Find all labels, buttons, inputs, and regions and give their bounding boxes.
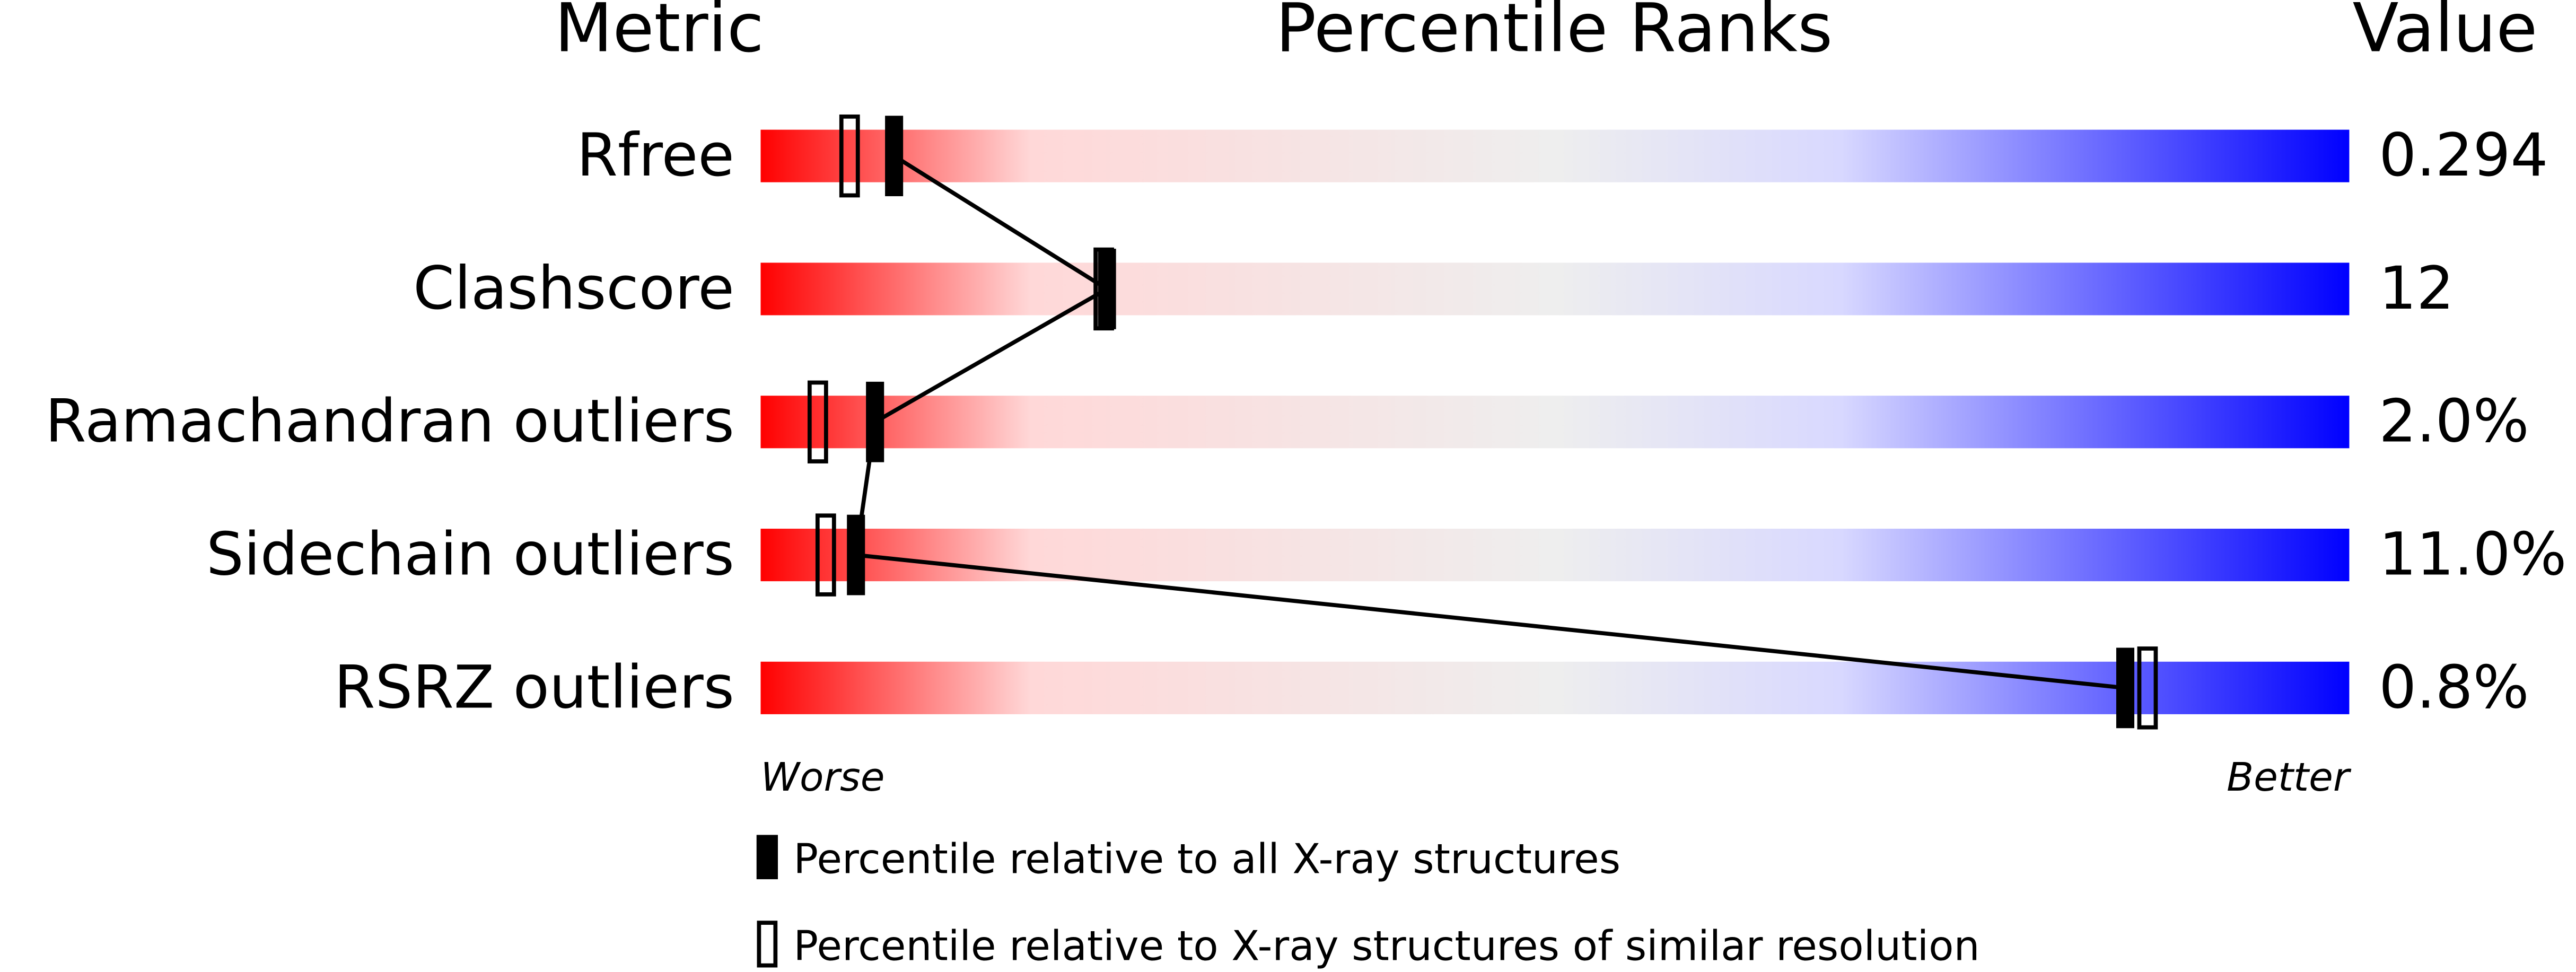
percentile-bar — [760, 661, 2350, 714]
legend-swatch — [757, 921, 778, 968]
legend-swatch — [756, 835, 778, 880]
marker-open — [839, 114, 860, 198]
marker-filled — [2116, 647, 2135, 729]
worse-label: Worse — [760, 754, 884, 800]
metric-label: Ramachandran outliers — [45, 388, 734, 456]
metric-value: 0.294 — [2379, 121, 2548, 190]
metric-value: 2.0% — [2379, 388, 2529, 456]
metric-value: 0.8% — [2379, 653, 2529, 722]
metric-value: 11.0% — [2379, 521, 2566, 589]
percentile-bar — [760, 129, 2350, 182]
metric-value: 12 — [2379, 255, 2454, 323]
marker-filled — [866, 381, 884, 462]
marker-open — [815, 513, 836, 597]
metric-label: RSRZ outliers — [334, 653, 734, 722]
metric-header: Metric — [555, 0, 764, 67]
metric-label: Rfree — [576, 121, 734, 190]
better-label: Better — [2227, 754, 2352, 800]
chart-title: Percentile Ranks — [1276, 0, 1833, 67]
metric-label: Sidechain outliers — [206, 521, 734, 589]
marker-open — [807, 380, 828, 463]
marker-filled — [1098, 249, 1116, 329]
percentile-bar — [760, 529, 2350, 582]
marker-filled — [847, 514, 865, 596]
value-header: Value — [2353, 0, 2538, 67]
percentile-bar — [760, 262, 2350, 316]
marker-filled — [885, 116, 904, 197]
legend-label: Percentile relative to all X-ray structu… — [793, 836, 1620, 883]
legend-label: Percentile relative to X-ray structures … — [793, 923, 1979, 970]
metric-label: Clashscore — [413, 255, 734, 323]
percentile-bar — [760, 396, 2350, 449]
marker-open — [2137, 646, 2158, 730]
